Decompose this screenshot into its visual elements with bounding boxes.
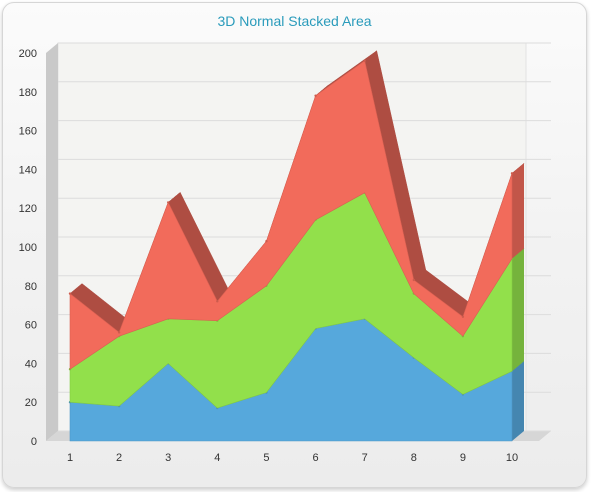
series-3-area (69, 60, 513, 370)
x-tick-label: 10 (506, 452, 518, 464)
x-tick-label: 8 (411, 452, 417, 464)
series-3-point-7 (363, 59, 366, 62)
series-2-end-face (512, 248, 524, 372)
left-wall (46, 43, 58, 441)
chart-card: 3D Normal Stacked Area 0 20 40 60 80 100 120 14… (2, 2, 587, 488)
x-tick-label: 5 (263, 452, 269, 464)
y-tick-label: 20 (25, 397, 37, 409)
series-3-point-1 (68, 292, 72, 295)
y-tick-label: 120 (19, 203, 37, 215)
series-1-end-face (512, 361, 524, 441)
y-tick-label: 40 (25, 358, 37, 370)
y-tick-label: 160 (19, 126, 37, 138)
series-3-point-5 (265, 240, 268, 243)
series-3-end-face (512, 163, 524, 259)
y-axis: 0 20 40 60 80 100 120 140 160 180 200 (19, 48, 37, 448)
y-tick-label: 200 (19, 48, 37, 60)
y-tick-label: 80 (25, 281, 37, 293)
x-tick-label: 4 (214, 452, 220, 464)
series-3-point-8 (412, 278, 415, 282)
y-tick-label: 60 (25, 320, 37, 332)
series-areas (68, 50, 525, 442)
series-3-point-9 (461, 315, 465, 318)
chart-title: 3D Normal Stacked Area (217, 13, 372, 29)
series-3-point-2 (117, 331, 121, 334)
x-tick-label: 9 (460, 452, 466, 464)
y-tick-label: 100 (19, 242, 37, 254)
chart-plot: 0 20 40 60 80 100 120 140 160 180 200 1 2 3 4 5 6 7 8 9 10 (19, 42, 551, 464)
series-3-point-10 (510, 172, 514, 175)
series-3-point-4 (216, 300, 219, 303)
x-tick-label: 2 (116, 452, 122, 464)
y-tick-label: 0 (31, 436, 37, 448)
y-tick-label: 180 (19, 87, 37, 99)
x-axis: 1 2 3 4 5 6 7 8 9 10 (67, 452, 518, 464)
x-tick-label: 3 (165, 452, 171, 464)
series-3-point-3 (167, 201, 170, 204)
x-tick-label: 7 (362, 452, 368, 464)
x-tick-label: 6 (313, 452, 319, 464)
x-tick-label: 1 (67, 452, 73, 464)
y-tick-label: 140 (19, 164, 37, 176)
series-3-point-6 (314, 94, 317, 97)
